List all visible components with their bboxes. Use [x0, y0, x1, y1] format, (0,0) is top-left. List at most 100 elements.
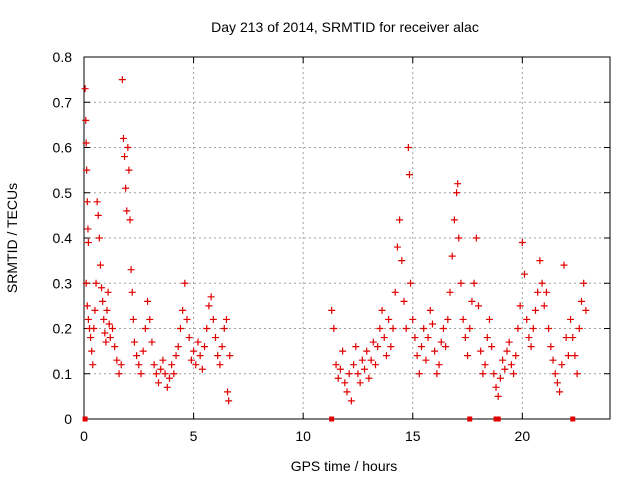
data-point — [481, 361, 489, 369]
data-point — [118, 76, 126, 84]
data-point — [398, 257, 406, 265]
data-point — [332, 361, 340, 369]
data-point — [152, 370, 160, 378]
zero-marker — [329, 416, 335, 422]
data-point — [380, 334, 388, 342]
data-points — [81, 76, 590, 422]
data-point — [435, 361, 443, 369]
data-point — [569, 334, 577, 342]
data-point — [343, 388, 351, 396]
data-point — [571, 352, 579, 360]
data-point — [446, 288, 454, 296]
data-point — [505, 338, 513, 346]
data-point — [575, 325, 583, 332]
data-point — [126, 216, 134, 224]
data-point — [376, 325, 384, 332]
data-point — [433, 370, 441, 378]
y-tick-label: 0.8 — [53, 49, 73, 65]
data-point — [411, 334, 419, 342]
data-point — [510, 370, 518, 378]
data-point — [122, 184, 130, 192]
data-point — [560, 261, 568, 269]
zero-marker — [570, 416, 576, 422]
data-point — [161, 370, 169, 378]
data-point — [450, 216, 458, 224]
data-point — [358, 356, 366, 364]
data-point — [101, 329, 109, 337]
data-point — [148, 338, 156, 346]
data-point — [459, 315, 467, 323]
zero-marker — [495, 416, 501, 422]
data-point — [525, 334, 533, 342]
data-point — [334, 374, 342, 382]
data-point — [365, 374, 373, 382]
x-axis-label: GPS time / hours — [291, 458, 398, 474]
data-point — [466, 325, 474, 332]
data-point — [328, 306, 336, 314]
data-point — [88, 347, 96, 355]
plot-frame — [83, 56, 611, 420]
data-point — [553, 379, 561, 387]
data-point — [127, 266, 135, 274]
data-point — [82, 116, 90, 124]
data-point — [580, 279, 588, 287]
data-point — [96, 261, 104, 269]
data-point — [499, 356, 507, 364]
grid — [84, 57, 610, 419]
data-point — [198, 365, 206, 373]
data-point — [98, 284, 106, 292]
data-point — [529, 325, 537, 332]
data-point — [92, 279, 100, 287]
data-point — [404, 144, 412, 151]
data-point — [330, 325, 338, 332]
data-point — [117, 361, 125, 369]
data-point — [150, 361, 158, 369]
data-point — [168, 361, 176, 369]
data-point — [507, 361, 515, 369]
data-point — [129, 315, 137, 323]
data-point — [470, 279, 478, 287]
data-point — [442, 343, 450, 351]
data-point — [84, 239, 92, 247]
data-point — [105, 320, 113, 328]
data-point — [100, 315, 108, 323]
data-point — [439, 325, 447, 332]
data-point — [89, 361, 97, 369]
data-point — [389, 325, 397, 332]
data-point — [477, 347, 485, 355]
data-point — [461, 334, 469, 342]
data-point — [135, 361, 143, 369]
data-point — [113, 356, 121, 364]
data-point — [418, 343, 426, 351]
data-point — [573, 370, 581, 378]
data-point — [352, 343, 360, 351]
data-point — [483, 334, 491, 342]
data-point — [454, 180, 462, 188]
data-point — [501, 365, 509, 373]
data-point — [82, 279, 90, 287]
data-point — [415, 370, 423, 378]
data-point — [385, 315, 393, 323]
data-point — [369, 338, 377, 346]
data-point — [133, 352, 141, 360]
data-point — [139, 347, 147, 355]
y-tick-label: 0.2 — [53, 321, 73, 337]
data-point — [492, 383, 500, 391]
data-point — [391, 288, 399, 296]
data-point — [144, 297, 152, 305]
data-point — [382, 352, 390, 360]
data-point — [514, 325, 522, 332]
y-tick-label: 0.5 — [53, 185, 73, 201]
data-point — [121, 153, 129, 161]
data-point — [426, 306, 434, 314]
data-point — [207, 293, 215, 301]
data-point — [488, 343, 496, 351]
data-point — [220, 325, 228, 332]
data-point — [83, 302, 91, 310]
data-point — [83, 166, 91, 174]
data-point — [567, 315, 575, 323]
data-point — [176, 325, 184, 332]
data-point — [534, 288, 542, 296]
data-point — [336, 365, 344, 373]
